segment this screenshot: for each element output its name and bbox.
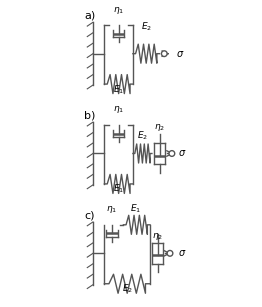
Text: $E_1$: $E_1$ [113,83,124,95]
Text: $\sigma$: $\sigma$ [178,149,186,158]
Text: $\eta_1$: $\eta_1$ [113,5,124,16]
Circle shape [167,251,173,256]
Text: $E_1$: $E_1$ [113,183,124,195]
Text: b): b) [84,111,96,121]
Text: a): a) [84,11,96,21]
Text: $E_2$: $E_2$ [141,20,152,33]
Circle shape [161,51,167,56]
Text: $\sigma$: $\sigma$ [176,49,184,59]
Text: $\eta_1$: $\eta_1$ [113,104,124,115]
Text: $E_1$: $E_1$ [130,203,141,215]
Text: $\sigma$: $\sigma$ [178,248,186,258]
Text: c): c) [84,211,95,220]
Circle shape [169,151,175,156]
Text: $E_2$: $E_2$ [122,283,133,295]
Text: $\eta_2$: $\eta_2$ [152,231,163,242]
Text: $E_2$: $E_2$ [137,130,148,142]
Text: $\eta_2$: $\eta_2$ [154,122,165,133]
Text: $\eta_1$: $\eta_1$ [106,204,118,215]
